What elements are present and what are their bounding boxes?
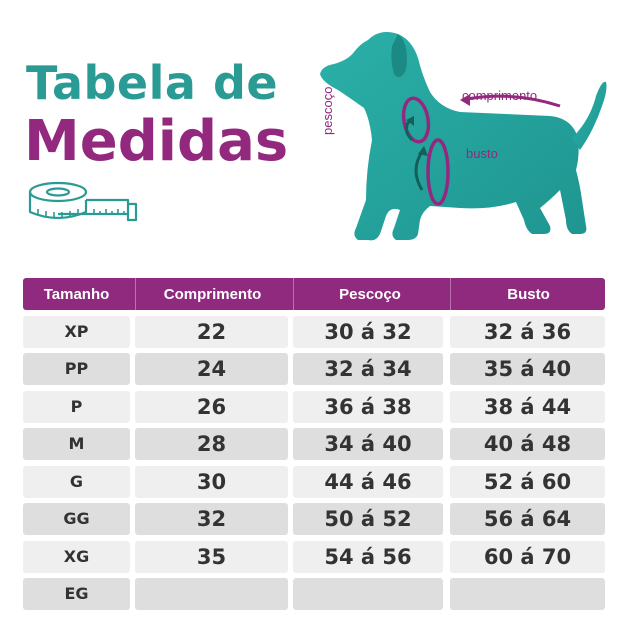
table-row: XG 35 54 á 56 60 á 70	[23, 540, 605, 573]
size-cell: GG	[23, 503, 130, 535]
length-cell	[135, 578, 288, 610]
length-cell: 26	[135, 390, 288, 423]
neck-cell: 54 á 56	[293, 540, 443, 573]
size-table: Tamanho Comprimento Pescoço Busto XP 22 30…	[23, 278, 605, 610]
chest-cell: 60 á 70	[450, 540, 605, 573]
neck-cell: 32 á 34	[293, 353, 443, 385]
table-row: M 28 34 á 40 40 á 48	[23, 428, 605, 460]
table-row: EG	[23, 578, 605, 610]
length-cell: 22	[135, 315, 288, 348]
label-pescoco: pescoço	[320, 86, 335, 135]
neck-cell: 44 á 46	[293, 465, 443, 498]
length-cell: 35	[135, 540, 288, 573]
neck-cell: 36 á 38	[293, 390, 443, 423]
chest-cell: 52 á 60	[450, 465, 605, 498]
label-busto: busto	[466, 146, 498, 161]
size-cell: XG	[23, 540, 130, 573]
size-cell: XP	[23, 315, 130, 348]
neck-cell: 50 á 52	[293, 503, 443, 535]
table-row: GG 32 50 á 52 56 á 64	[23, 503, 605, 535]
neck-cell	[293, 578, 443, 610]
title-line-2: Medidas	[24, 109, 289, 174]
title-line-1: Tabela de	[26, 56, 279, 110]
label-comprimento: comprimento	[462, 88, 538, 103]
header-tamanho: Tamanho	[43, 286, 110, 303]
size-cell: PP	[23, 353, 130, 385]
length-cell: 24	[135, 353, 288, 385]
size-cell: EG	[23, 578, 130, 610]
chest-cell	[450, 578, 605, 610]
table-row: XP 22 30 á 32 32 á 36	[23, 315, 605, 348]
table-row: G 30 44 á 46 52 á 60	[23, 465, 605, 498]
header-comprimento: Comprimento	[135, 278, 289, 310]
neck-cell: 34 á 40	[293, 428, 443, 460]
header-busto: Busto	[450, 278, 606, 310]
dog-illustration	[320, 32, 607, 241]
header-pescoco: Pescoço	[293, 278, 446, 310]
size-cell: M	[23, 428, 130, 460]
chest-cell: 35 á 40	[450, 353, 605, 385]
length-cell: 30	[135, 465, 288, 498]
length-cell: 32	[135, 503, 288, 535]
chest-cell: 38 á 44	[450, 390, 605, 423]
chest-cell: 40 á 48	[450, 428, 605, 460]
measuring-tape-icon	[28, 181, 138, 222]
length-cell: 28	[135, 428, 288, 460]
chest-cell: 32 á 36	[450, 315, 605, 348]
neck-cell: 30 á 32	[293, 315, 443, 348]
table-row: PP 24 32 á 34 35 á 40	[23, 353, 605, 385]
table-row: P 26 36 á 38 38 á 44	[23, 390, 605, 423]
size-cell: P	[23, 390, 130, 423]
chest-cell: 56 á 64	[450, 503, 605, 535]
size-cell: G	[23, 465, 130, 498]
table-header: Tamanho Comprimento Pescoço Busto	[23, 278, 605, 310]
